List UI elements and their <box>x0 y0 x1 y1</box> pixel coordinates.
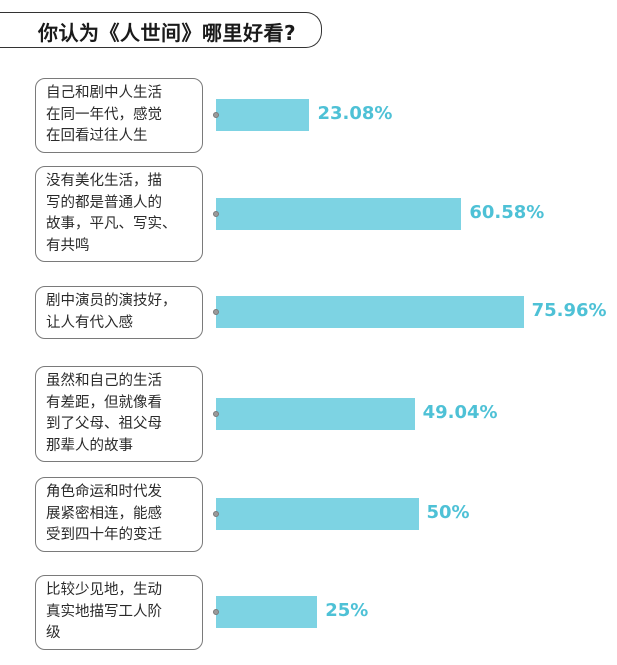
category-label: 比较少见地，生动 真实地描写工人阶 级 <box>35 575 203 650</box>
data-label: 49.04% <box>422 401 498 423</box>
data-label: 25% <box>325 599 369 621</box>
bar <box>216 296 524 328</box>
category-label: 角色命运和时代发 展紧密相连，能感 受到四十年的变迁 <box>35 477 203 552</box>
connector-dot <box>213 410 219 417</box>
data-label: 23.08% <box>317 102 393 124</box>
title-banner <box>0 12 322 48</box>
bar <box>216 397 415 430</box>
bar <box>216 98 310 131</box>
category-label: 自己和剧中人生活 在同一年代，感觉 在回看过往人生 <box>35 78 203 153</box>
connector-dot <box>213 309 219 315</box>
bar <box>216 197 462 230</box>
chart-title: 你认为《人世间》哪里好看? <box>38 21 297 45</box>
data-label: 75.96% <box>531 300 607 321</box>
category-label: 虽然和自己的生活 有差距，但就像看 到了父母、祖父母 那辈人的故事 <box>35 366 203 462</box>
data-label: 60.58% <box>469 201 545 223</box>
bar <box>216 595 318 628</box>
data-label: 50% <box>426 501 470 523</box>
category-label: 剧中演员的演技好， 让人有代入感 <box>35 286 203 339</box>
bar <box>216 497 419 530</box>
category-label: 没有美化生活，描 写的都是普通人的 故事，平凡、写实、 有共鸣 <box>35 166 203 262</box>
connector-dot <box>213 608 219 615</box>
connector-dot <box>213 210 219 217</box>
connector-dot <box>213 111 219 118</box>
connector-dot <box>213 510 219 517</box>
